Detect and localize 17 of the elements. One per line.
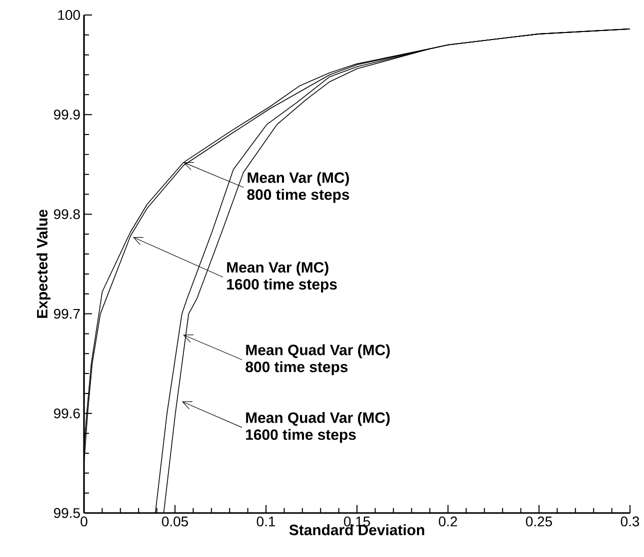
annotation: Mean Var (MC) 1600 time steps (227, 262, 337, 293)
y-tick-label: 99.7 (54, 308, 80, 319)
y-tick-label: 99.9 (54, 110, 80, 120)
y-axis-title: Expected Value (36, 210, 50, 318)
x-tick-label: 0.1 (256, 516, 276, 526)
x-tick-label: 0 (80, 516, 88, 526)
x-tick-label: 0.05 (162, 516, 188, 526)
annotation: Mean Quad Var (MC) 800 time steps (246, 344, 390, 376)
annotation: Mean Var (MC) 800 time steps (247, 172, 350, 203)
x-tick-label: 0.3 (620, 516, 640, 526)
annotation: Mean Quad Var (MC) 1600 time steps (246, 412, 390, 443)
y-tick-label: 99.6 (54, 408, 80, 418)
y-tick-label: 99.5 (54, 508, 80, 518)
y-tick-label: 99.8 (54, 209, 80, 220)
x-tick-label: 0.2 (438, 516, 458, 526)
x-tick-label: 0.25 (526, 516, 552, 526)
y-tick-label: 100 (58, 10, 80, 20)
